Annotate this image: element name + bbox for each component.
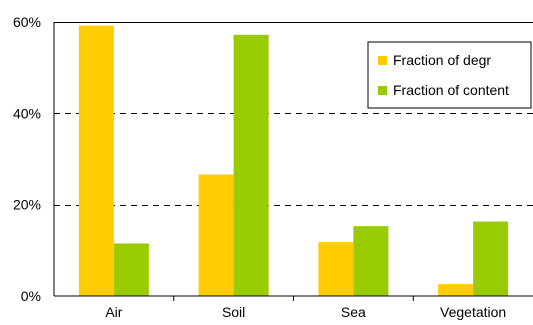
bar-air-content	[113, 243, 149, 296]
grid-lines	[54, 22, 533, 206]
y-tick-label: 40%	[13, 105, 41, 121]
legend-label-degr: Fraction of degr	[393, 52, 491, 68]
legend-box	[367, 41, 532, 109]
y-tick-labels: 0% 20% 40% 60%	[13, 14, 41, 304]
bar-soil-degr	[198, 174, 234, 296]
x-tick-labels: Air Soil Sea Vegetation	[105, 304, 506, 320]
legend-swatch-content	[378, 86, 387, 95]
bar-soil-content	[233, 34, 269, 296]
bar-vegetation-content	[473, 221, 509, 296]
legend-swatch-degr	[378, 56, 387, 65]
y-tick-label: 20%	[13, 197, 41, 213]
axes	[53, 22, 533, 301]
bars	[78, 25, 509, 297]
bar-vegetation-degr	[438, 284, 474, 296]
x-tick-label-vegetation: Vegetation	[440, 304, 506, 320]
bar-air-degr	[78, 25, 114, 297]
x-tick-label-air: Air	[105, 304, 122, 320]
y-tick-label: 0%	[21, 288, 41, 304]
y-tick-label: 60%	[13, 14, 41, 30]
bar-sea-degr	[318, 242, 354, 296]
bar-sea-content	[353, 226, 389, 296]
x-tick-label-sea: Sea	[341, 304, 366, 320]
legend-label-content: Fraction of content	[393, 82, 509, 98]
x-tick-label-soil: Soil	[222, 304, 245, 320]
legend: Fraction of degr Fraction of content	[367, 41, 532, 109]
